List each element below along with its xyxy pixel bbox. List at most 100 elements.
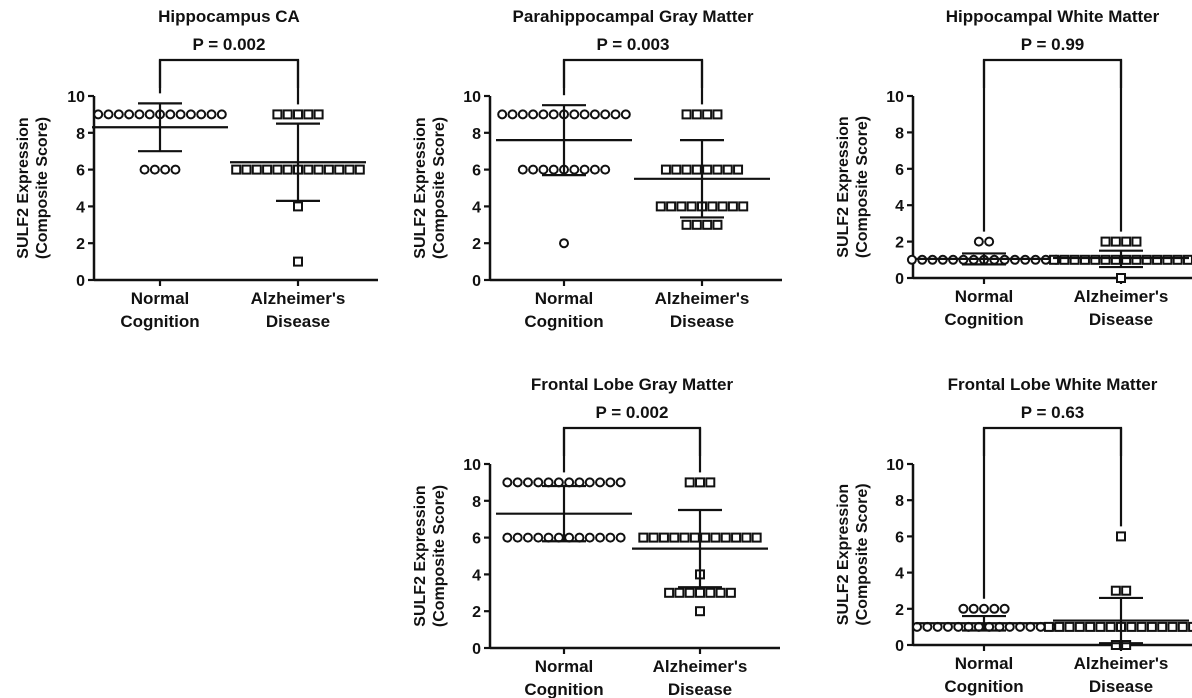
y-tick-label: 6 [472, 531, 481, 548]
x-tick-label: Cognition [944, 677, 1023, 696]
data-point-square [1105, 621, 1116, 632]
data-point-circle [528, 164, 539, 175]
data-point-square [303, 164, 314, 175]
data-point-circle [517, 109, 528, 120]
chart-panel-1: Hippocampus CA P = 0.002 0 2 4 6 8 10 SULF2 Expr… [15, 7, 378, 331]
data-point-square [660, 164, 671, 175]
data-point-square [1121, 640, 1132, 650]
y-tick-label: 4 [895, 198, 904, 215]
data-point-square [702, 219, 713, 230]
data-point-circle [538, 109, 549, 120]
data-point-square [722, 164, 733, 175]
y-tick-label: 2 [895, 602, 904, 619]
data-point-square [733, 164, 744, 175]
data-point-square [741, 532, 752, 543]
data-point-square [684, 477, 695, 488]
data-point-square [1188, 621, 1192, 632]
data-point-square [344, 164, 355, 175]
data-point-square [262, 164, 273, 175]
significance-bracket [562, 58, 704, 88]
data-point-square [674, 587, 685, 598]
y-tick-label: 10 [67, 89, 85, 106]
data-point-square [702, 109, 713, 120]
data-point-circle [600, 164, 611, 175]
data-point-square [705, 587, 716, 598]
chart-title: Frontal Lobe White Matter [948, 375, 1158, 394]
data-point-square [272, 164, 283, 175]
data-point-square [658, 532, 669, 543]
data-point-circle [569, 109, 580, 120]
y-tick-label: 8 [895, 125, 904, 142]
data-point-circle [185, 109, 196, 120]
y-tick-label: 6 [472, 163, 481, 180]
data-point-square [1100, 254, 1111, 265]
x-tick-label: Alzheimer's [1074, 654, 1169, 673]
data-point-square [681, 109, 692, 120]
data-point-circle [906, 254, 917, 265]
data-point-square [1100, 236, 1111, 247]
data-point-square [354, 164, 365, 175]
significance-bracket [158, 58, 300, 88]
data-point-square [323, 164, 334, 175]
data-point-square [648, 532, 659, 543]
data-point-square [686, 201, 697, 212]
x-tick-label: Disease [670, 312, 734, 331]
data-point-square [1141, 254, 1152, 265]
x-tick-label: Disease [1089, 677, 1153, 696]
data-point-square [731, 532, 742, 543]
y-axis-label: (Composite Score) [431, 485, 448, 627]
data-point-square [1157, 621, 1168, 632]
data-point-circle [968, 603, 979, 614]
x-tick-label: Normal [131, 289, 190, 308]
data-point-square [1136, 621, 1147, 632]
p-value-label: P = 0.002 [596, 403, 669, 422]
y-tick-label: 0 [895, 638, 904, 655]
data-point-square [700, 532, 711, 543]
data-point-circle [584, 477, 595, 488]
y-axis-label: SULF2 Expression [412, 117, 429, 258]
data-point-square [1172, 254, 1183, 265]
chart-title: Hippocampal White Matter [946, 7, 1160, 26]
p-value-label: P = 0.003 [597, 35, 670, 54]
data-point-square [1121, 585, 1132, 596]
y-tick-label: 0 [895, 271, 904, 288]
data-point-circle [600, 109, 611, 120]
data-point-square [1085, 621, 1096, 632]
y-tick-label: 2 [76, 236, 85, 253]
data-point-square [727, 201, 738, 212]
data-point-square [1054, 621, 1065, 632]
x-tick-label: Disease [266, 312, 330, 331]
x-tick-label: Cognition [120, 312, 199, 331]
data-point-circle [989, 603, 1000, 614]
y-tick-label: 0 [76, 273, 85, 290]
x-tick-label: Cognition [524, 312, 603, 331]
data-point-square [691, 164, 702, 175]
x-tick-label: Disease [1089, 310, 1153, 329]
data-point-square [669, 532, 680, 543]
data-point-square [1131, 254, 1142, 265]
data-point-square [695, 587, 705, 598]
data-point-square [689, 532, 700, 543]
y-tick-label: 8 [895, 493, 904, 510]
data-point-square [1121, 236, 1132, 247]
data-point-square [1090, 254, 1101, 265]
significance-bracket [982, 58, 1123, 88]
data-point-circle [579, 109, 590, 120]
data-point-square [241, 164, 252, 175]
y-tick-label: 4 [472, 567, 481, 584]
y-axis-label: (Composite Score) [854, 116, 871, 258]
y-tick-label: 10 [463, 457, 481, 474]
data-point-circle [533, 477, 544, 488]
data-point-square [313, 109, 324, 120]
x-tick-label: Alzheimer's [251, 289, 346, 308]
data-point-square [1079, 254, 1090, 265]
data-point-circle [196, 109, 207, 120]
data-point-square [293, 256, 303, 267]
y-tick-label: 2 [895, 235, 904, 252]
data-point-square [1116, 273, 1126, 283]
chart-panel-3: Hippocampal White Matter P = 0.99 0 2 4 6 8 10 S… [835, 7, 1192, 329]
data-point-square [1152, 254, 1163, 265]
data-point-square [1074, 621, 1085, 632]
data-point-square [293, 201, 303, 212]
chart-title: Hippocampus CA [158, 7, 300, 26]
